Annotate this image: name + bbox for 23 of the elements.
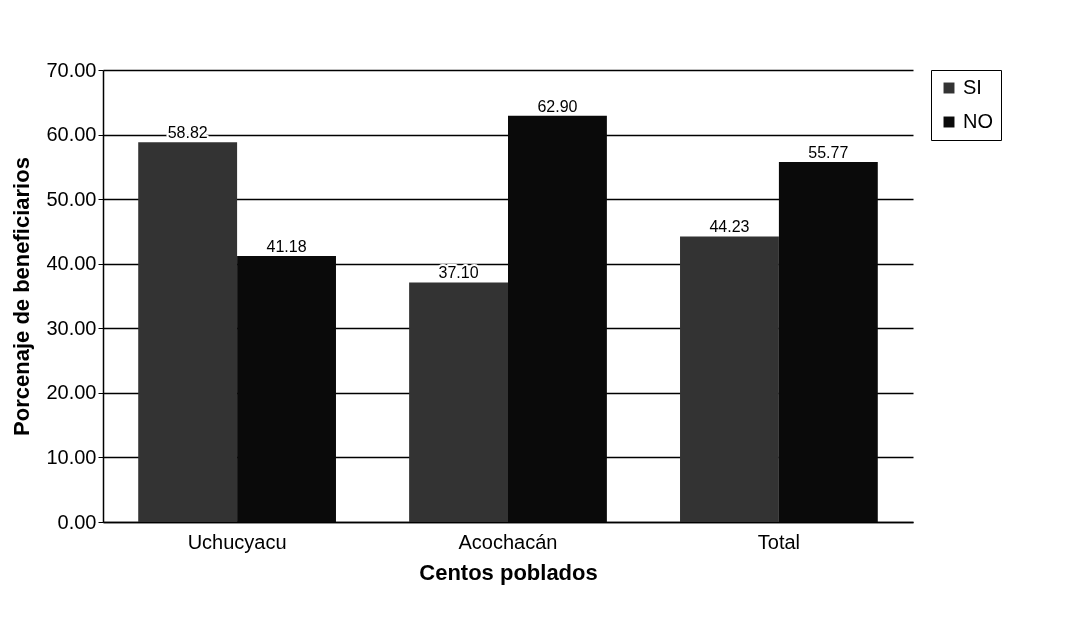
data-label: 62.90 (537, 97, 578, 115)
x-tick-label: Total (757, 530, 801, 553)
y-tick-label: 60.00 (46, 123, 97, 146)
bar (138, 142, 238, 522)
data-label: 41.18 (266, 238, 307, 256)
bar (680, 236, 779, 522)
data-label: 55.77 (808, 143, 849, 161)
y-tick-label: 10.00 (46, 445, 97, 468)
legend-label: SI (963, 76, 982, 98)
y-tick-label: 30.00 (46, 316, 97, 339)
data-label: 44.23 (709, 218, 750, 236)
y-tick-label: 70.00 (46, 58, 97, 81)
x-axis-title: Centos poblados (419, 559, 598, 585)
data-label: 37.10 (438, 264, 479, 282)
y-tick-label: 0.00 (57, 510, 97, 533)
bar (409, 282, 508, 522)
y-tick-label: 50.00 (46, 187, 97, 210)
y-axis-title: Porcenaje de beneficiarios (9, 157, 35, 436)
legend-label: NO (963, 110, 993, 132)
y-tick-label: 40.00 (46, 252, 97, 275)
x-tick-label: Uchucyacu (187, 530, 287, 553)
x-tick-label: Acochacán (458, 530, 558, 553)
y-tick-label: 20.00 (46, 381, 97, 404)
